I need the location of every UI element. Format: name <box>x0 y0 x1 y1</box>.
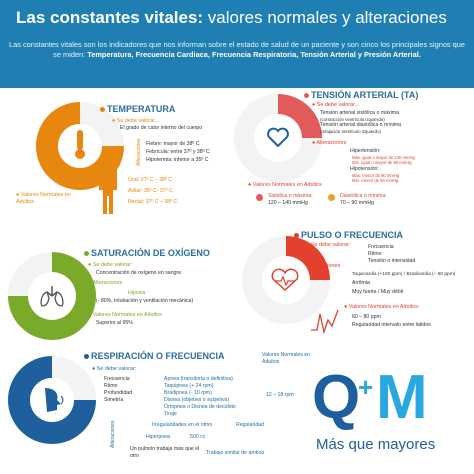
pulse-wave-icon <box>311 309 339 335</box>
temp-normal-2: Axilar: 36º C- 37º C <box>128 188 173 194</box>
resp-valorar-3: Profundidad <box>104 390 132 396</box>
respiration-title: RESPIRACIÓN O FRECUENCIA <box>84 351 225 361</box>
temp-alt-3: Hipotermia: inferior a 35º C <box>146 157 209 163</box>
resp-alteraciones-label: Alteraciones <box>110 420 116 448</box>
saturation-valorar-desc: Concentración de oxígeno en sangre <box>96 270 182 276</box>
pulse-valorar: ● Se debe valorar: <box>306 242 351 248</box>
tension-hipo-b: Mín. menor de 60 mmHg <box>352 178 399 183</box>
saturation-hipoxia-desc: (- 80%, intubación y ventilación mecánic… <box>96 298 194 304</box>
brand-name: Más que mayores <box>316 436 436 453</box>
pulse-alt-1: Taquicardia (+100 ppm) / Bradicardia (– … <box>352 272 456 277</box>
resp-hiperpnea: Hiperpnea <box>146 434 170 440</box>
tension-hiper-a: Máx. igual o mayor de 140 mmHg <box>352 155 415 160</box>
brand-logo-m: M <box>376 363 428 432</box>
tension-item-3: Tensión arterial diastólica o mínima <box>320 122 402 128</box>
tension-item-1: Tensión arterial sistólica o máxima <box>320 110 399 116</box>
pulse-valorar-1: Frecuencia <box>368 244 394 250</box>
intro-text: Las constantes vitales son los indicador… <box>8 40 466 60</box>
resp-irregularidades: Irregularidades en el ritmo <box>152 422 213 428</box>
tension-item-2: (contracción ventrículo izquierdo) <box>320 117 385 122</box>
tension-alteraciones-label: ● Alteraciones <box>312 140 347 146</box>
saturation-valorar: ● Se debe valorar: <box>88 262 133 268</box>
resp-alt-1: Apnea (transitoria o definitiva) <box>164 376 233 382</box>
temp-normal-3: Rectal: 37º C – 38º C <box>128 199 178 205</box>
page-title: Las constantes vitales: valores normales… <box>16 8 447 27</box>
pulse-title: PULSO O FRECUENCIA <box>294 230 403 240</box>
tension-sist-label: Sistólica o máxima: <box>268 193 313 199</box>
tension-diast-label: Diastólica o mínima: <box>340 193 387 199</box>
tension-diast-val: 70 – 90 mmHg <box>340 200 375 206</box>
resp-pulmon: Un pulmón trabaja más que el otro <box>130 446 200 459</box>
temp-alt-2: Febrícula: entre 37º y 38º C <box>146 149 210 155</box>
breathing-face-icon <box>45 388 64 412</box>
resp-alt-2: Taquipnea (+ 24 rpm) <box>164 383 214 389</box>
resp-valorar-1: Frecuencia <box>104 376 130 382</box>
resp-valorar-2: Ritmo <box>104 383 118 389</box>
temp-normales-label: ● Valores Normales en Adultos <box>16 192 71 205</box>
resp-trabajo: Trabajo similar de ambos <box>206 450 265 456</box>
resp-alt-3: Bradipnea (- 10 rpm) <box>164 390 212 396</box>
resp-valorar-4: Simetría <box>104 397 124 403</box>
saturation-hipoxia: Hipoxia <box>128 290 146 296</box>
resp-hiperpnea-val: 500 cc <box>190 434 206 440</box>
saturation-title: SATURACIÓN DE OXÍGENO <box>84 248 210 258</box>
pulse-valorar-2: Ritmo <box>368 251 382 257</box>
pulse-normal-2: Regularidad intervalo entre latidos <box>352 322 431 328</box>
human-silhouette-icon <box>99 158 117 214</box>
pulse-alteraciones-label: ● Alteraciones <box>306 263 341 269</box>
lungs-icon <box>40 286 64 307</box>
pulse-normal-1: 60 – 80 ppm <box>352 314 381 320</box>
systolic-icon <box>256 194 263 201</box>
pulse-valorar-3: Tensión o intensidad <box>368 258 416 264</box>
diastolic-icon <box>328 194 335 201</box>
tension-normales-label: ● Valores Normales en Adultos <box>248 182 322 188</box>
tension-hiper-b: Mín. igual o mayor de 90 mmHg <box>352 160 412 165</box>
resp-alt-4: Disnea (objetiva o subjetiva) <box>164 397 230 403</box>
temperature-valorar: ● Se debe valorar... <box>112 118 160 124</box>
temperature-title: TEMPERATURA <box>100 104 175 114</box>
thermometer-icon <box>75 130 85 159</box>
tension-valorar: ● Se debe valorar... <box>312 102 360 108</box>
resp-alt-6: Tiraje <box>164 411 177 417</box>
brand-logo-q: Q <box>312 363 361 432</box>
temp-alt-1: Fiebre: mayor de 38º C <box>146 141 200 147</box>
pulse-normales-label: ● Valores Normales en Adultos: <box>344 304 420 310</box>
tension-hipo-a: Máx. menor de 90 mmHg <box>352 173 400 178</box>
pulse-alt-2: Arritmia <box>352 280 370 286</box>
temperature-valorar-desc: El grado de calor interno del cuerpo <box>120 125 203 131</box>
temperature-alteraciones-label: Alteraciones <box>136 138 142 166</box>
tension-hipo: Hipotensión: <box>350 166 379 172</box>
resp-normales-label: Valores Normales en Adultos <box>262 352 311 365</box>
resp-regularidad: Regularidad <box>236 422 264 428</box>
pulse-alt-3: Muy fuerte / Muy débil <box>352 289 404 295</box>
heart-icon <box>267 127 289 148</box>
tension-sist-val: 120 – 140 mmHg <box>268 200 308 206</box>
temp-normal-1: Oral: 37º C – 38º C <box>128 177 173 183</box>
tension-title: TENSIÓN ARTERIAL (TA) <box>304 90 418 100</box>
resp-normales-val: 12 – 18 rpm <box>266 392 294 398</box>
tension-item-4: (relajación ventrículo izquierdo) <box>320 129 382 134</box>
blood-pressure-gauge <box>234 94 322 182</box>
brand-logo: Q + M <box>312 363 462 432</box>
pulse-gauge <box>242 236 330 324</box>
header-banner: Las constantes vitales: valores normales… <box>0 0 474 88</box>
saturation-normales-val: Superior al 95% <box>96 320 133 326</box>
resp-alt-5: Ortopnea o Disnea de decúbito <box>164 404 236 410</box>
brand-logo-plus: + <box>358 372 374 402</box>
tension-hiper: Hipertensión: <box>350 148 381 154</box>
saturation-alteraciones-label: ● Alteraciones <box>88 280 123 286</box>
saturation-normales-label: ● Valores Normales en Adultos <box>88 312 162 318</box>
respiration-valorar: ● Se debe valorar: <box>92 366 137 372</box>
heart-monitor-icon <box>271 268 299 292</box>
